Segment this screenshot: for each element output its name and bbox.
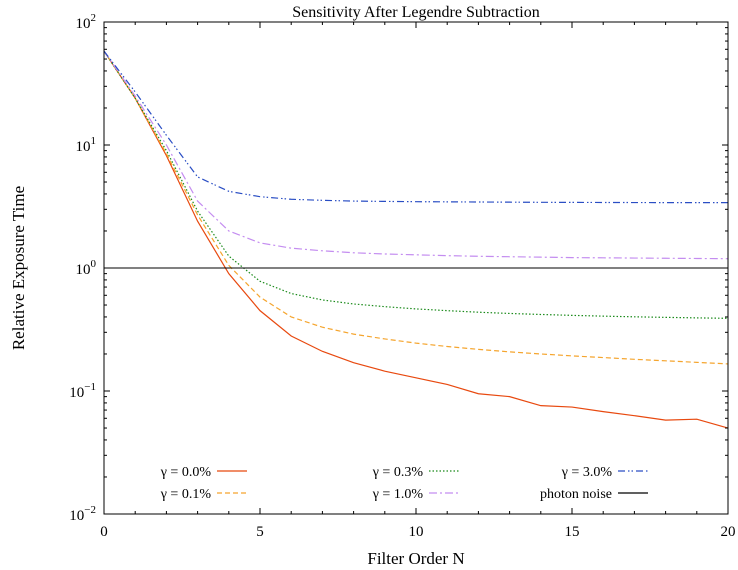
y-axis-label: Relative Exposure Time <box>9 186 28 350</box>
legend-label-2: γ = 0.3% <box>372 465 424 480</box>
legend: γ = 0.0% γ = 0.1% γ = 0.3% γ = 1.0% γ = 3.0%… <box>160 465 648 502</box>
y-tick-label: 10−2 <box>69 504 96 524</box>
legend-label-3: γ = 1.0% <box>372 487 424 502</box>
chart-title: Sensitivity After Legendre Subtraction <box>292 4 540 21</box>
series-line-3 <box>103 50 729 260</box>
x-tick-label: 5 <box>256 524 264 540</box>
x-axis: 0 5 10 15 20 <box>100 22 736 540</box>
series-group <box>103 50 729 429</box>
series-line-1 <box>103 50 729 365</box>
x-tick-label: 15 <box>565 524 580 540</box>
series-line-2 <box>103 50 729 319</box>
y-tick-label: 102 <box>76 12 97 32</box>
series-line-4 <box>103 50 728 204</box>
y-tick-label: 101 <box>76 135 97 155</box>
series-line-0 <box>103 50 729 429</box>
legend-label-4: γ = 3.0% <box>561 465 613 480</box>
legend-label-1: γ = 0.1% <box>160 487 212 502</box>
y-tick-label: 10−1 <box>69 381 96 401</box>
legend-label-0: γ = 0.0% <box>160 465 212 480</box>
x-tick-label: 20 <box>721 524 736 540</box>
y-axis: 10−2 10−1 100 101 102 <box>69 12 728 524</box>
x-tick-label: 0 <box>100 524 108 540</box>
y-tick-label: 100 <box>76 258 97 278</box>
x-axis-label: Filter Order N <box>367 549 464 568</box>
legend-label-5: photon noise <box>540 487 612 502</box>
x-tick-label: 10 <box>409 524 424 540</box>
